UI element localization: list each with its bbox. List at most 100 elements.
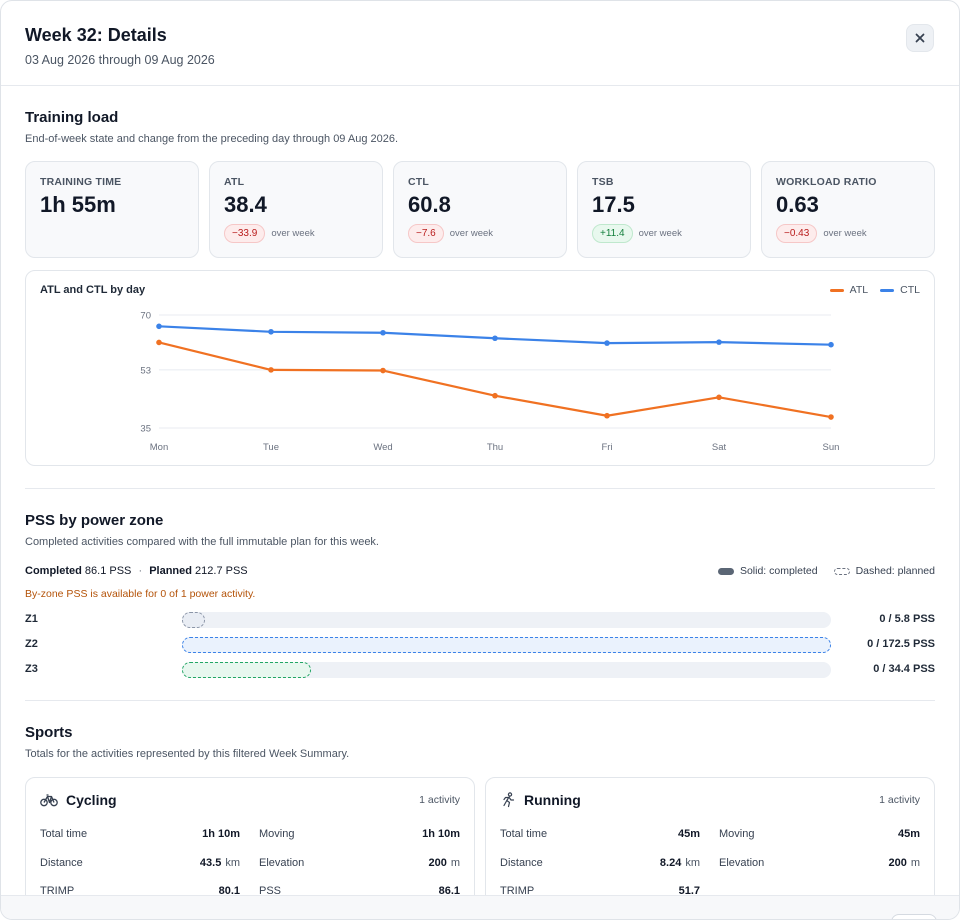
kpi-tsb: TSB 17.5 +11.4 over week — [577, 161, 751, 258]
pss-description: Completed activities compared with the f… — [25, 536, 379, 548]
data-point-ctl — [716, 339, 722, 345]
stat-value: 51.7 — [678, 885, 700, 895]
kpi-workload-ratio: WORKLOAD RATIO 0.63 −0.43 over week — [761, 161, 935, 258]
stat-label: Moving — [719, 828, 755, 840]
stat-number: 200 — [428, 857, 447, 869]
data-point-atl — [604, 412, 610, 419]
atl-ctl-chart-card: ATL and CTL by day ATL CTL 70 53 35 Mon Tue W… — [25, 270, 935, 466]
zone-planned-bar — [182, 662, 312, 678]
zone-label: Z1 — [25, 613, 38, 625]
kpi-value: 17.5 — [592, 192, 635, 217]
bike-icon — [40, 794, 58, 807]
stat-unit: m — [450, 857, 460, 869]
stat-label: Elevation — [719, 857, 765, 869]
sport-name: Running — [524, 792, 581, 808]
dialog-body[interactable]: Training load End-of-week state and chan… — [1, 87, 959, 895]
pss-title: PSS by power zone — [25, 512, 164, 529]
delta-caption: over week — [823, 228, 867, 239]
footer-button[interactable] — [891, 914, 937, 919]
stat-label: PSS — [259, 885, 282, 895]
zone-row-z1: Z1 0 / 5.8 PSS — [25, 612, 935, 628]
x-tick-label: Fri — [601, 442, 612, 453]
stat-value: 43.5 km — [200, 857, 240, 869]
kpi-label: TSB — [592, 176, 614, 188]
x-tick-label: Tue — [263, 442, 279, 453]
delta-caption: over week — [638, 228, 682, 239]
activity-count: 1 activity — [419, 794, 460, 806]
delta-badge: −33.9 — [224, 224, 266, 243]
planned-label: Planned — [149, 565, 192, 577]
stat-unit: km — [685, 857, 700, 869]
data-point-ctl — [380, 329, 386, 336]
completed-value: 86.1 PSS — [84, 565, 132, 577]
stat-unit: km — [225, 857, 240, 869]
kpi-label: TRAINING TIME — [40, 176, 122, 188]
zone-value: 0 / 5.8 PSS — [879, 613, 935, 625]
stat-number: 200 — [888, 857, 907, 869]
data-point-atl — [492, 392, 498, 399]
stat-unit: m — [910, 857, 920, 869]
stat-label: TRIMP — [500, 885, 535, 895]
x-tick-label: Sun — [823, 442, 840, 453]
data-point-ctl — [156, 323, 162, 330]
x-tick-label: Wed — [373, 442, 392, 453]
kpi-value: 0.63 — [776, 192, 819, 217]
chart-title: ATL and CTL by day — [40, 284, 146, 296]
delta-badge: −0.43 — [776, 224, 818, 243]
data-point-ctl — [604, 340, 610, 346]
data-point-ctl — [492, 335, 498, 342]
series-line-atl — [158, 341, 832, 419]
dialog-footer — [1, 895, 959, 919]
kpi-ctl: CTL 60.8 −7.6 over week — [393, 161, 567, 258]
zone-label: Z3 — [25, 663, 38, 675]
legend-completed-label: Solid: completed — [739, 565, 818, 577]
stat-label: Total time — [500, 828, 548, 840]
data-point-atl — [716, 394, 722, 401]
stat-number: 43.5 — [199, 857, 222, 869]
zone-row-z3: Z3 0 / 34.4 PSS — [25, 662, 935, 678]
data-point-atl — [156, 339, 162, 346]
stat-value: 200 m — [428, 857, 460, 869]
stat-value: 86.1 — [438, 885, 460, 895]
summary-separator: · — [138, 565, 143, 577]
data-point-atl — [268, 367, 274, 373]
zone-value: 0 / 34.4 PSS — [873, 663, 935, 675]
stat-value: 8.24 km — [660, 857, 700, 869]
x-tick-label: Mon — [150, 442, 168, 453]
legend-label: ATL — [849, 284, 869, 296]
data-point-ctl — [268, 328, 274, 335]
close-button[interactable] — [906, 24, 934, 52]
section-divider — [25, 700, 935, 701]
dialog-header: Week 32: Details 03 Aug 2026 through 09 … — [1, 1, 959, 86]
delta-badge: +11.4 — [592, 224, 633, 243]
legend-item-atl: ATL — [829, 284, 869, 296]
stat-value: 1h 10m — [422, 828, 460, 840]
completed-label: Completed — [25, 565, 82, 577]
kpi-label: ATL — [224, 176, 245, 188]
kpi-value: 60.8 — [408, 192, 451, 217]
zone-track — [182, 612, 831, 628]
sport-name: Cycling — [66, 792, 117, 808]
data-point-ctl — [828, 341, 834, 348]
line-chart: 70 53 35 Mon Tue Wed Thu Fri Sat Sun — [140, 311, 840, 454]
data-point-atl — [828, 414, 834, 420]
legend-swatch — [880, 288, 895, 292]
legend-planned: Dashed: planned — [833, 565, 935, 577]
legend-completed: Solid: completed — [717, 565, 818, 577]
kpi-training-time: TRAINING TIME 1h 55m — [25, 161, 199, 258]
stat-label: Elevation — [259, 857, 305, 869]
kpi-label: CTL — [408, 176, 430, 188]
sports-description: Totals for the activities represented by… — [25, 748, 350, 760]
training-load-description: End-of-week state and change from the pr… — [25, 133, 399, 145]
close-icon — [915, 33, 925, 43]
delta-caption: over week — [271, 228, 315, 239]
section-divider — [25, 488, 935, 489]
sports-title: Sports — [25, 724, 73, 741]
kpi-label: WORKLOAD RATIO — [776, 176, 877, 188]
stat-value: 1h 10m — [202, 828, 240, 840]
zone-planned-bar — [182, 612, 205, 628]
y-tick-label: 53 — [140, 365, 151, 376]
planned-value: 212.7 PSS — [195, 565, 248, 577]
zone-track — [182, 662, 831, 678]
